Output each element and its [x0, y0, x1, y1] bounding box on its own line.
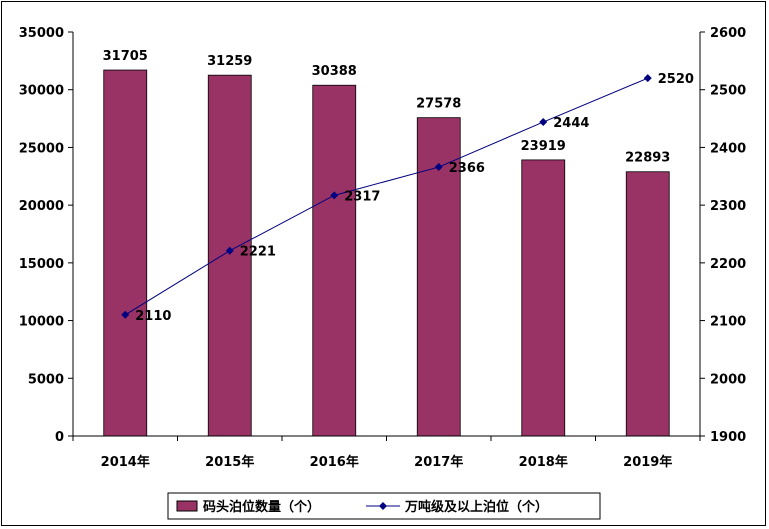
x-tick-label: 2015年	[205, 454, 254, 470]
bar	[312, 84, 357, 437]
line-data-label: 2110	[135, 309, 171, 324]
right-tick-label: 1900	[710, 430, 746, 445]
x-tick-label: 2014年	[101, 454, 150, 470]
bar	[103, 69, 148, 437]
line-marker	[643, 74, 652, 83]
bar-data-label: 31705	[103, 49, 148, 64]
x-tick-label: 2016年	[310, 454, 359, 470]
bar-data-label: 31259	[207, 54, 252, 69]
left-tick-label: 10000	[19, 315, 64, 330]
legend: 码头泊位数量（个） 万吨级及以上泊位（个）	[167, 492, 601, 520]
line-marker	[121, 310, 130, 319]
bar-data-label: 22893	[625, 151, 670, 166]
bar-data-label: 30388	[312, 64, 357, 79]
legend-bar-swatch	[176, 500, 198, 512]
line-marker	[434, 163, 443, 172]
left-tick-label: 20000	[19, 199, 64, 214]
bar	[625, 171, 670, 437]
line-data-label: 2366	[449, 161, 485, 176]
bar	[521, 159, 566, 437]
right-tick-label: 2600	[710, 26, 746, 41]
right-tick-label: 2300	[710, 199, 746, 214]
left-tick-label: 15000	[19, 257, 64, 272]
x-axis: 2014年 2015年 2016年 2017年 2018年 2019年	[72, 435, 701, 470]
line-marker	[539, 118, 548, 127]
x-tick-label: 2018年	[519, 454, 568, 470]
line-data-label: 2444	[553, 116, 589, 131]
right-tick-label: 2100	[710, 315, 746, 330]
line-marker	[225, 246, 234, 255]
bar-series: 31705 31259 30388 27578 23919 22893	[103, 49, 670, 437]
line-marker	[330, 191, 339, 200]
line-data-label: 2317	[344, 189, 380, 204]
bar-data-label: 23919	[521, 139, 566, 154]
right-tick-label: 2500	[710, 84, 746, 99]
left-tick-label: 30000	[19, 84, 64, 99]
bar-data-label: 27578	[416, 97, 461, 112]
right-y-axis: 1900 2000 2100 2200 2300 2400 2500 2600	[699, 26, 746, 445]
line-data-label: 2520	[658, 72, 694, 87]
line-path	[124, 77, 648, 316]
line-data-label: 2221	[240, 245, 276, 260]
left-y-axis: 0 5000 10000 15000 20000 25000 30000 35000	[19, 26, 74, 445]
legend-bar-label: 码头泊位数量（个）	[203, 499, 320, 515]
right-tick-label: 2000	[710, 372, 746, 387]
legend-line-marker	[379, 502, 387, 510]
x-tick-label: 2019年	[623, 454, 672, 470]
line-series: 2110 2221 2317 2366 2444 2520	[121, 72, 694, 324]
left-tick-label: 25000	[19, 141, 64, 156]
left-tick-label: 0	[55, 430, 64, 445]
legend-line-label: 万吨级及以上泊位（个）	[404, 499, 548, 515]
left-tick-label: 35000	[19, 26, 64, 41]
bar	[207, 74, 252, 437]
x-tick-label: 2017年	[414, 454, 463, 470]
left-tick-label: 5000	[28, 372, 64, 387]
right-tick-label: 2400	[710, 141, 746, 156]
right-tick-label: 2200	[710, 257, 746, 272]
